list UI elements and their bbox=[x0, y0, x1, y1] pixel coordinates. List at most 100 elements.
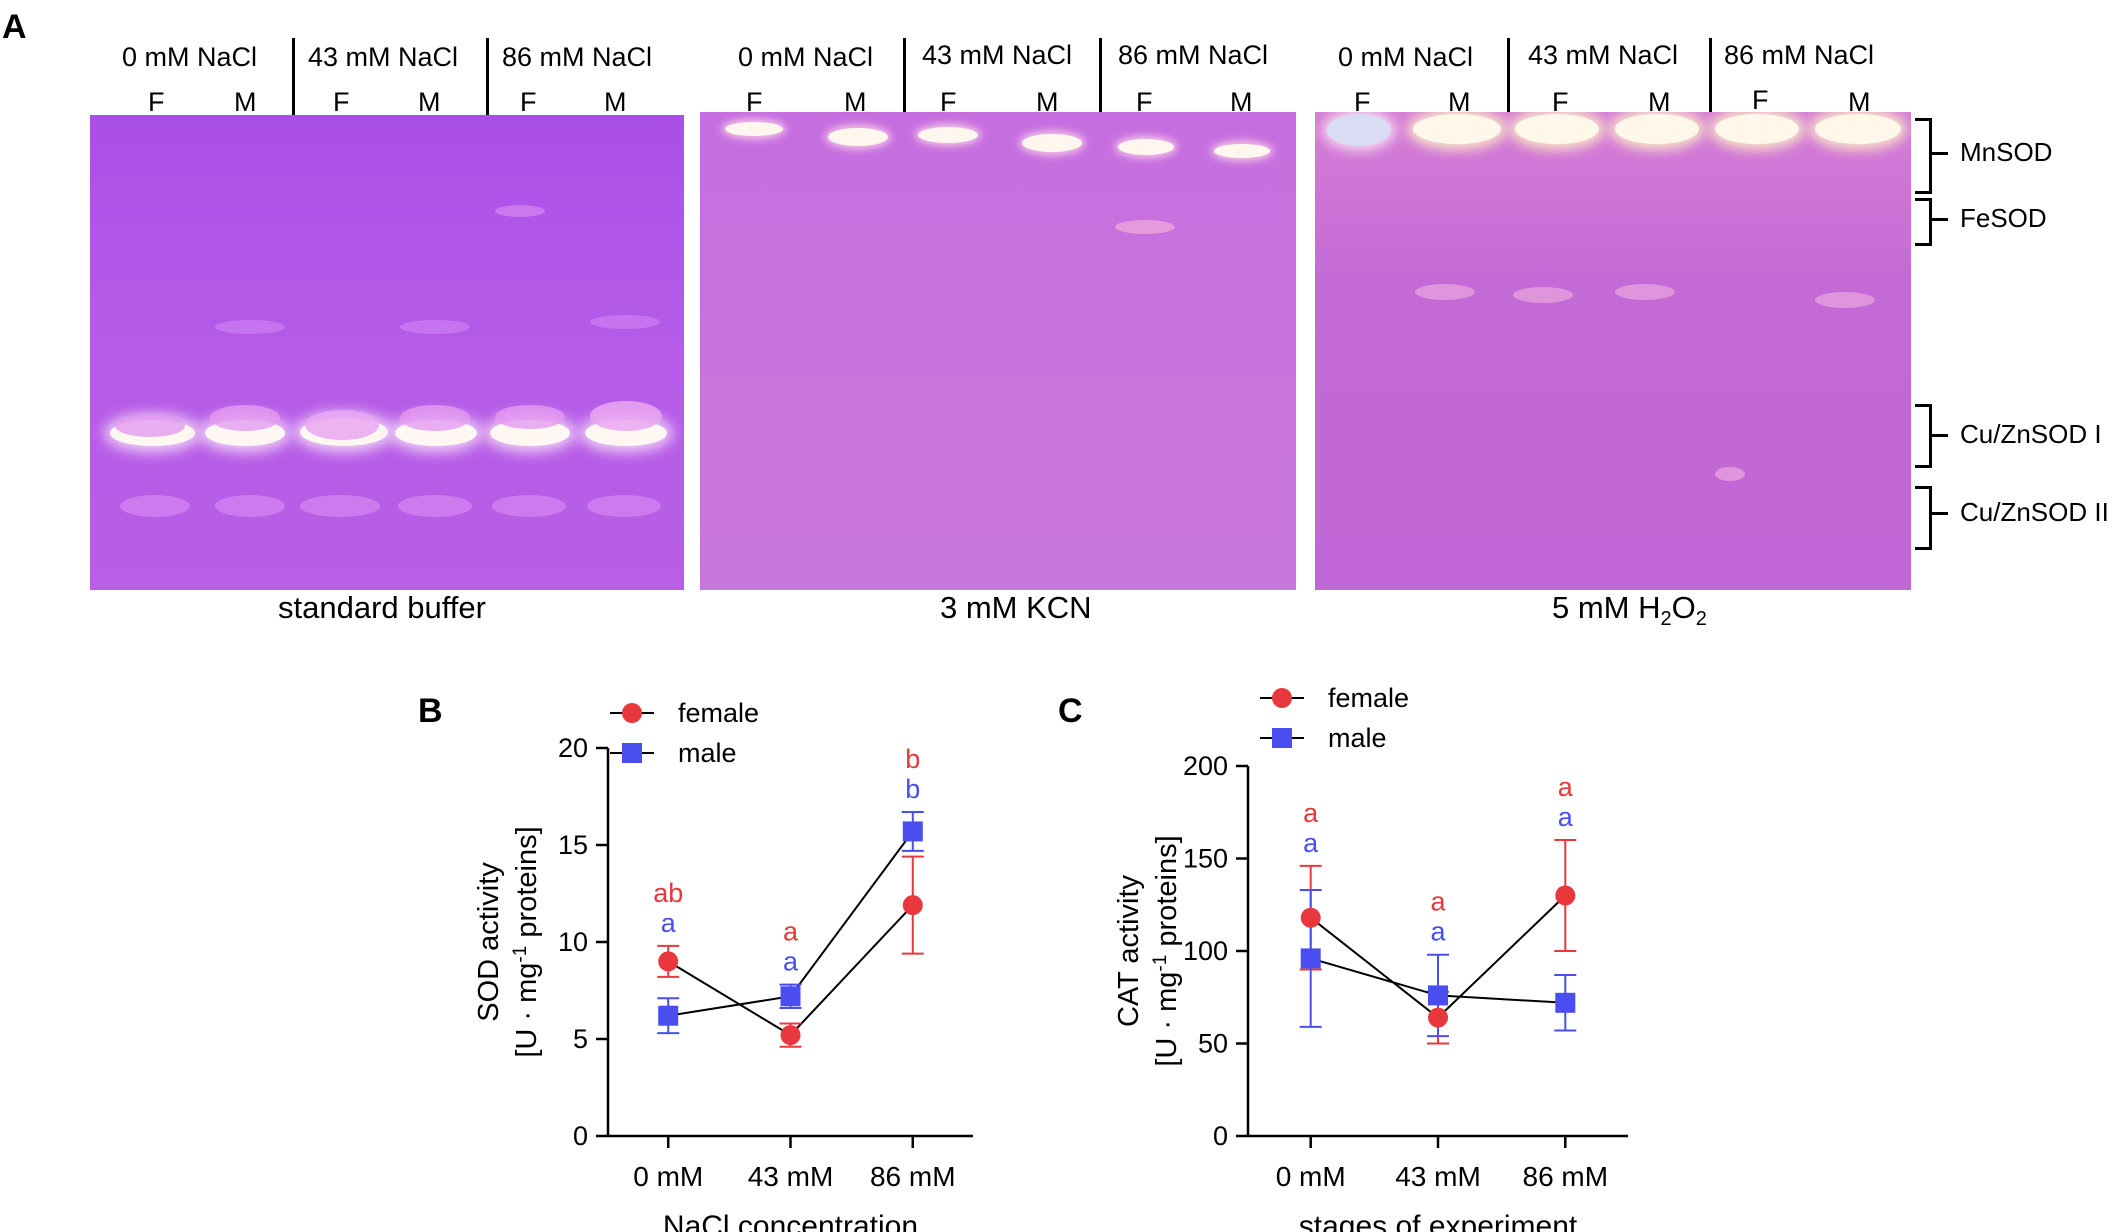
group-label: 86 mM NaCl bbox=[502, 42, 653, 72]
bracket bbox=[1915, 486, 1932, 550]
y-tick-label: 200 bbox=[1183, 751, 1228, 781]
group-divider bbox=[292, 38, 295, 118]
x-tick-label: 86 mM bbox=[1523, 1161, 1609, 1192]
group-divider bbox=[486, 38, 489, 118]
lane-label: F bbox=[1354, 87, 1371, 117]
band-label-mnsod: MnSOD bbox=[1960, 137, 2053, 167]
y-tick-label: 0 bbox=[1213, 1121, 1228, 1151]
y-tick-label: 15 bbox=[558, 830, 588, 860]
chart-cat-activity: C 0 50 100 150 200 0 mM 43 mM 86 mM stages of exp… bbox=[1058, 683, 1628, 1232]
data-point-female bbox=[1428, 1007, 1448, 1028]
bracket bbox=[1915, 404, 1932, 468]
lane-label: M bbox=[418, 87, 441, 117]
band-label-fesod: FeSOD bbox=[1960, 203, 2047, 233]
lane-label: F bbox=[746, 87, 763, 117]
group-label: 43 mM NaCl bbox=[1528, 40, 1679, 70]
group-divider bbox=[1507, 38, 1510, 118]
bracket-tick bbox=[1932, 512, 1948, 515]
legend-label-male: male bbox=[678, 738, 737, 768]
panel-letter-a: A bbox=[2, 8, 27, 46]
caption-text: 5 mM H bbox=[1552, 590, 1661, 625]
y-axis-label-line2: [U · mg-1 proteins] bbox=[510, 826, 543, 1057]
lane-label: M bbox=[1848, 87, 1871, 117]
y-axis-label-line1: SOD activity bbox=[473, 862, 505, 1022]
bracket bbox=[1915, 198, 1932, 246]
data-point-male bbox=[1428, 985, 1448, 1006]
y-tick-label: 10 bbox=[558, 927, 588, 957]
significance-letter-male: b bbox=[905, 774, 920, 804]
bracket bbox=[1915, 118, 1932, 194]
x-tick-label: 0 mM bbox=[1276, 1161, 1346, 1192]
y-tick-label: 150 bbox=[1183, 844, 1228, 874]
group-divider bbox=[1709, 38, 1712, 118]
legend-marker-female bbox=[1272, 688, 1292, 708]
gel-image-kcn bbox=[700, 112, 1296, 590]
band-label-cuznsod-1: Cu/ZnSOD I bbox=[1960, 419, 2102, 449]
gel-image-standard-buffer bbox=[90, 115, 684, 590]
x-tick-label: 43 mM bbox=[748, 1161, 834, 1192]
lane-label: F bbox=[520, 87, 537, 117]
lane-label: F bbox=[148, 87, 165, 117]
y-tick-label: 5 bbox=[573, 1024, 588, 1054]
x-tick-label: 0 mM bbox=[633, 1161, 703, 1192]
bracket-tick bbox=[1932, 434, 1948, 437]
y-axis-label: CAT activity [U · mg-1 proteins] bbox=[1113, 835, 1183, 1066]
significance-letter-male: a bbox=[661, 908, 677, 938]
gel-caption: 5 mM H2O2 bbox=[1552, 590, 1707, 631]
legend-label-male: male bbox=[1328, 723, 1387, 753]
group-label: 0 mM NaCl bbox=[122, 42, 258, 72]
significance-letter-male: a bbox=[1558, 802, 1574, 832]
x-tick-label: 43 mM bbox=[1395, 1161, 1481, 1192]
data-point-male bbox=[1555, 992, 1576, 1013]
group-label: 0 mM NaCl bbox=[1338, 42, 1474, 72]
caption-text: O bbox=[1671, 590, 1696, 625]
y-axis-label-line1: CAT activity bbox=[1113, 874, 1145, 1027]
x-axis-label: stages of experiment bbox=[1299, 1210, 1578, 1232]
lane-label: F bbox=[333, 87, 350, 117]
y-tick-label: 0 bbox=[573, 1121, 588, 1151]
data-point-male bbox=[902, 821, 923, 842]
data-point-female bbox=[1300, 907, 1321, 928]
data-point-male bbox=[1300, 948, 1321, 969]
group-label: 0 mM NaCl bbox=[738, 42, 874, 72]
lane-label: F bbox=[1136, 87, 1153, 117]
significance-letter-male: a bbox=[1303, 828, 1319, 858]
y-axis-label: SOD activity [U · mg-1 proteins] bbox=[473, 826, 543, 1057]
group-divider bbox=[1099, 38, 1102, 118]
data-point-female bbox=[658, 951, 679, 972]
data-point-male bbox=[658, 1005, 679, 1026]
legend-label-female: female bbox=[1328, 683, 1409, 713]
lane-label: M bbox=[1230, 87, 1253, 117]
y-tick-label: 20 bbox=[558, 733, 588, 763]
legend-marker-female bbox=[622, 703, 642, 723]
lane-label: M bbox=[604, 87, 627, 117]
legend-label-female: female bbox=[678, 698, 759, 728]
data-point-female bbox=[1555, 885, 1576, 906]
bracket-tick bbox=[1932, 152, 1948, 155]
band-label-cuznsod-2: Cu/ZnSOD II bbox=[1960, 497, 2109, 527]
lane-label: M bbox=[234, 87, 257, 117]
gel-caption: standard buffer bbox=[278, 590, 486, 625]
lane-label: F bbox=[940, 87, 957, 117]
legend-marker-male bbox=[622, 743, 642, 763]
lane-label: F bbox=[1752, 85, 1769, 115]
y-tick-label: 50 bbox=[1198, 1029, 1228, 1059]
group-label: 43 mM NaCl bbox=[922, 40, 1073, 70]
gel-caption: 3 mM KCN bbox=[940, 590, 1092, 625]
panel-letter: C bbox=[1058, 692, 1083, 730]
line-charts: B 0 5 10 15 20 0 mM 43 mM 86 mM NaCl concentratio… bbox=[418, 683, 1628, 1232]
group-label: 86 mM NaCl bbox=[1724, 40, 1875, 70]
caption-subscript: 2 bbox=[1660, 608, 1672, 631]
significance-letter-female: ab bbox=[653, 878, 683, 908]
y-tick-label: 100 bbox=[1183, 936, 1228, 966]
significance-letter-female: a bbox=[783, 917, 799, 947]
chart-sod-activity: B 0 5 10 15 20 0 mM 43 mM 86 mM NaCl concentratio… bbox=[418, 692, 973, 1232]
legend-marker-male bbox=[1272, 728, 1292, 748]
significance-letter-female: a bbox=[1558, 772, 1574, 802]
lane-label: F bbox=[1552, 87, 1569, 117]
lane-label: M bbox=[1448, 87, 1471, 117]
panel-letter: B bbox=[418, 692, 443, 730]
significance-letter-male: a bbox=[783, 947, 799, 977]
x-axis-label: NaCl concentration bbox=[663, 1210, 918, 1232]
group-label: 86 mM NaCl bbox=[1118, 40, 1269, 70]
